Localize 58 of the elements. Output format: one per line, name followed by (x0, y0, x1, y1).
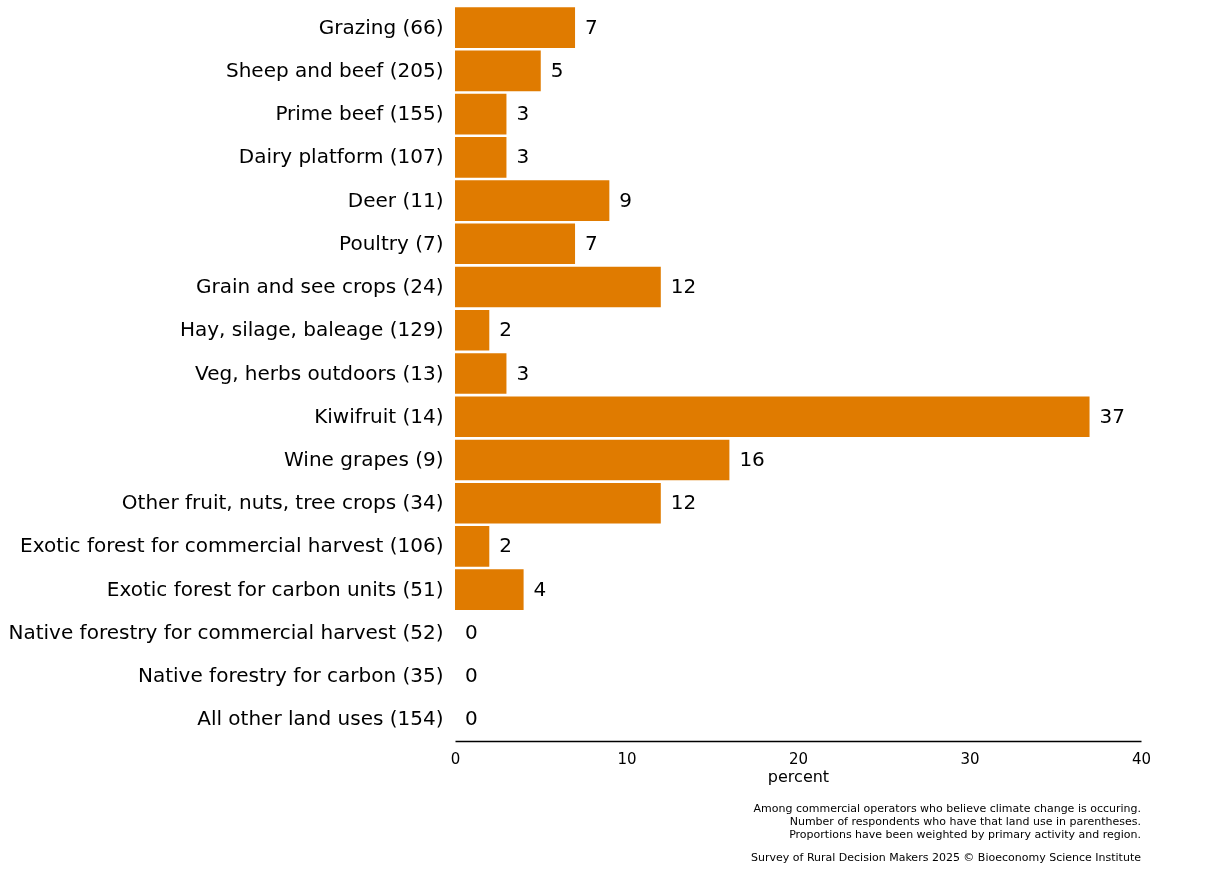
x-axis-title: percent (767, 766, 830, 786)
bar (455, 526, 490, 567)
x-tick-label: 40 (1131, 749, 1152, 768)
data-label: 9 (619, 187, 633, 212)
y-tick-label: Poultry (7) (339, 230, 444, 255)
text: Among commercial operators who believe climate change is occuring. (753, 802, 1141, 815)
y-tick-label: Veg, herbs outdoors (13) (195, 360, 444, 385)
data-label: 4 (533, 576, 547, 601)
y-tick-label: Dairy platform (107) (238, 144, 444, 169)
x-tick-label: 10 (617, 749, 637, 768)
bar (455, 309, 490, 351)
y-tick-label: Native forestry for commercial harvest (52) (8, 619, 444, 644)
x-tick-label: 20 (788, 749, 809, 768)
bar (455, 137, 507, 178)
y-tick-label: Exotic forest for carbon units (51) (106, 576, 444, 601)
data-label: 3 (516, 101, 530, 126)
bar (455, 353, 507, 394)
data-label: 0 (465, 663, 478, 688)
y-tick-label: Sheep and beef (205) (226, 57, 444, 82)
data-label: 7 (585, 230, 598, 255)
bar (455, 180, 610, 221)
bar (455, 50, 541, 92)
data-label: 0 (465, 619, 478, 644)
y-tick-label: Grazing (66) (318, 14, 444, 39)
y-tick-label: Native forestry for carbon (35) (137, 663, 444, 688)
y-tick-label: Other fruit, nuts, tree crops (34) (121, 490, 444, 515)
data-label: 37 (1099, 403, 1125, 428)
x-tick-label: 0 (450, 749, 461, 768)
x-tick-label: 30 (960, 749, 980, 768)
bar (455, 93, 507, 135)
data-label: 16 (739, 446, 765, 471)
text: Number of respondents who have that land use in parentheses. (789, 815, 1141, 828)
y-tick-label: Wine grapes (9) (283, 446, 444, 471)
data-label: 3 (516, 144, 530, 169)
data-label: 12 (670, 274, 697, 299)
bar (455, 482, 661, 524)
text: Proportions have been weighted by primary activity and region. (789, 828, 1141, 841)
data-label: 7 (585, 14, 598, 39)
y-tick-label: Exotic forest for commercial harvest (106) (20, 533, 444, 558)
data-label: 2 (499, 533, 513, 558)
bar (455, 266, 661, 308)
y-tick-label: All other land uses (154) (197, 706, 444, 731)
bar (455, 396, 1090, 438)
y-tick-label: Hay, silage, baleage (129) (179, 317, 444, 342)
bar (455, 223, 576, 265)
bar (455, 439, 730, 481)
y-tick-label: Kiwifruit (14) (314, 403, 444, 428)
y-tick-label: Deer (11) (347, 187, 444, 212)
bar (455, 7, 576, 48)
data-label: 5 (550, 57, 564, 82)
data-label: 12 (670, 490, 697, 515)
data-label: 3 (516, 360, 530, 385)
y-tick-label: Grain and see crops (24) (196, 274, 444, 299)
bar (455, 569, 524, 610)
data-label: 2 (499, 317, 513, 342)
data-label: 0 (465, 706, 478, 731)
text: Survey of Rural Decision Makers 2025 © Bioeconomy Science Institute (751, 851, 1142, 864)
y-tick-label: Prime beef (155) (275, 101, 444, 126)
